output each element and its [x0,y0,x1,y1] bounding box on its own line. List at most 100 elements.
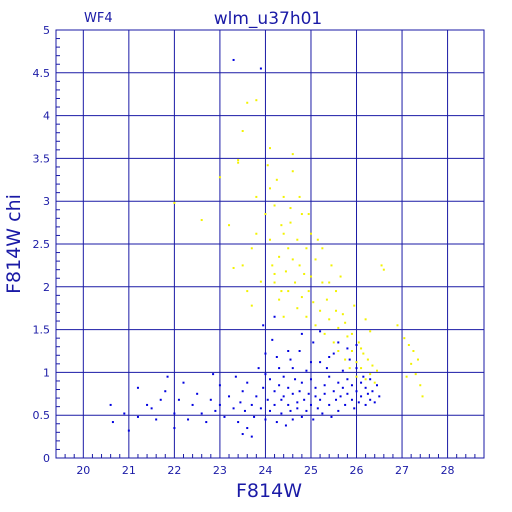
data-point [364,403,367,406]
data-point [314,395,317,398]
data-point [300,332,303,335]
data-point [360,395,363,398]
data-point [287,350,290,352]
data-point [305,409,308,412]
data-point [348,367,351,370]
data-point [328,403,331,406]
data-point [296,307,299,310]
data-point [419,384,422,387]
data-point [337,381,340,384]
data-point [309,232,312,235]
data-point [191,403,194,406]
data-point [321,281,324,284]
data-point [282,395,285,398]
data-point [316,238,319,241]
data-point [246,381,249,384]
data-point [312,301,315,304]
data-point [298,264,301,267]
data-point [309,378,312,381]
data-point [289,221,292,224]
data-point [364,386,367,389]
data-point [346,378,349,381]
data-point [362,352,365,355]
data-point [269,187,271,190]
data-point [366,392,369,395]
data-point [298,390,301,393]
data-point [280,224,283,227]
x-tick-label: 26 [350,464,364,477]
data-point [360,347,363,350]
data-point [218,403,221,406]
data-point [355,361,358,364]
data-point [262,386,265,389]
data-point [250,247,253,250]
data-point [271,338,274,341]
data-point [312,418,315,421]
data-point [314,386,317,389]
data-point [239,401,242,404]
data-point [312,341,315,344]
data-point [357,341,360,344]
data-point [278,367,281,370]
data-point [307,290,310,293]
data-point [348,358,351,361]
data-point [246,427,249,430]
data-point [414,373,417,376]
data-point [369,373,372,376]
data-point [259,407,262,410]
data-point [337,350,340,352]
x-tick-label: 27 [395,464,409,477]
data-point [280,398,283,401]
data-point [280,412,283,415]
data-point [303,398,306,401]
data-point [328,281,331,284]
data-point [234,375,237,378]
data-point [278,384,281,387]
data-point [264,418,267,421]
data-point [316,407,319,410]
data-point [369,378,372,381]
data-point [155,418,158,421]
y-tick-label: 5 [43,24,50,37]
data-point [271,264,274,267]
data-point [325,367,328,370]
data-point [266,164,269,167]
y-tick-label: 0 [43,452,50,465]
data-point [205,421,208,424]
data-point [264,352,267,355]
data-point [335,309,338,312]
data-point [182,381,185,384]
data-point [335,398,338,401]
data-point [335,290,338,293]
data-point [355,375,358,378]
x-tick-labels: 20 21 22 23 24 25 26 27 28 [76,464,454,477]
data-point [321,412,324,415]
data-point [323,392,326,395]
y-tick-label: 1 [43,366,50,379]
data-point [321,247,324,250]
data-point [269,238,271,241]
data-point [150,407,153,410]
data-point [109,403,112,406]
data-point [332,390,335,393]
data-point [273,272,276,275]
data-point [346,347,349,350]
data-point [325,298,328,301]
grid-lines [56,29,484,459]
data-point [266,398,269,401]
data-point [328,318,331,321]
data-point [296,401,299,404]
data-point [269,378,271,381]
data-point [371,364,374,367]
data-point [269,409,271,412]
data-point [237,159,240,162]
data-point [282,195,285,198]
x-tick-label: 20 [76,464,90,477]
data-point [287,403,290,406]
y-tick-label: 2 [43,281,50,294]
data-point [282,375,285,378]
data-point [305,315,308,318]
data-point [284,424,287,427]
data-point [330,415,333,418]
